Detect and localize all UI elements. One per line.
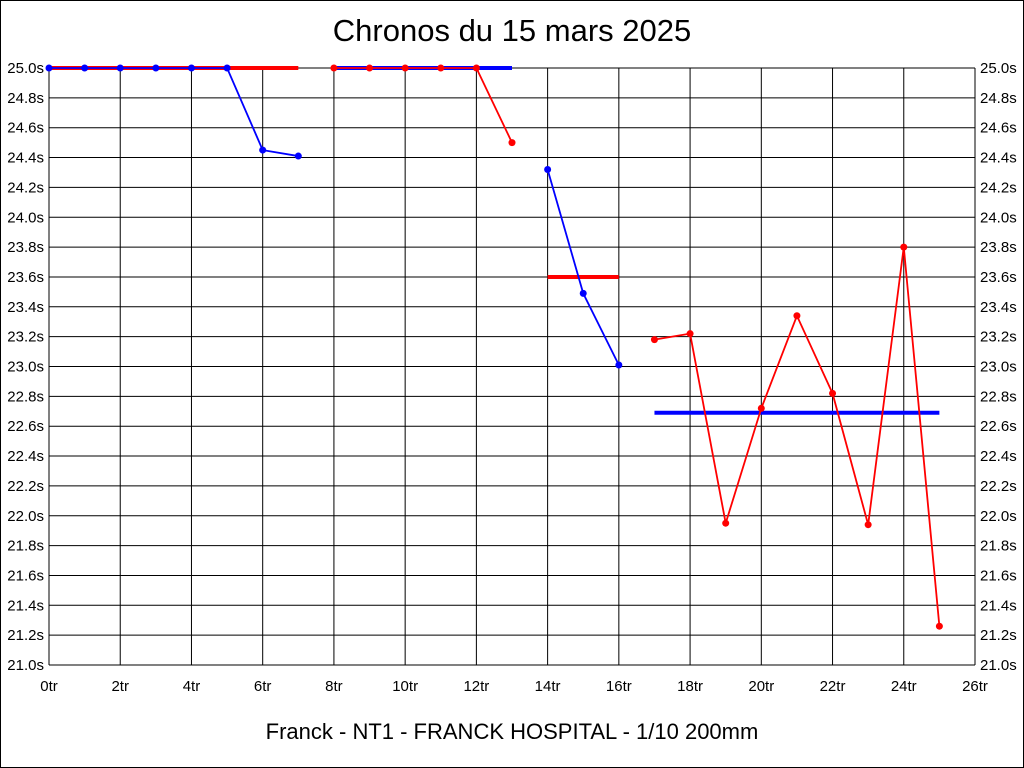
x-tick-label: 26tr [962, 678, 988, 695]
x-tick-label: 0tr [40, 678, 58, 695]
x-tick-label: 6tr [254, 678, 272, 695]
y-tick-label-left: 22.6s [7, 418, 44, 435]
y-tick-label-left: 21.0s [7, 657, 44, 674]
y-tick-label-left: 21.2s [7, 627, 44, 644]
run-2-lap-point [401, 64, 409, 72]
y-tick-label-right: 22.8s [980, 388, 1017, 405]
run-2-lap-point [437, 64, 445, 72]
run-2-lap-line [333, 67, 513, 144]
y-tick-label-left: 24.0s [7, 209, 44, 226]
x-tick-label: 12tr [463, 678, 489, 695]
y-tick-label-left: 23.6s [7, 269, 44, 286]
y-tick-label-left: 23.2s [7, 329, 44, 346]
y-tick-label-left: 24.8s [7, 90, 44, 107]
y-tick-label-left: 21.8s [7, 538, 44, 555]
y-tick-label-right: 22.2s [980, 478, 1017, 495]
y-tick-label-left: 24.6s [7, 120, 44, 137]
y-tick-label-right: 23.8s [980, 239, 1017, 256]
y-tick-label-right: 24.0s [980, 209, 1017, 226]
y-tick-label-right: 24.2s [980, 179, 1017, 196]
x-tick-label: 8tr [325, 678, 343, 695]
run-4-lap-point [829, 389, 837, 397]
x-tick-label: 14tr [535, 678, 561, 695]
run-1-lap-line [49, 67, 299, 157]
x-tick-label: 2tr [111, 678, 129, 695]
x-tick-label: 10tr [392, 678, 418, 695]
y-tick-label-left: 22.4s [7, 448, 44, 465]
run-4-lap-point [757, 404, 765, 412]
y-tick-label-right: 22.0s [980, 508, 1017, 525]
y-tick-label-right: 23.0s [980, 359, 1017, 376]
run-2-lap-point [472, 64, 480, 72]
run-1-lap-point [294, 152, 302, 160]
y-tick-label-left: 22.0s [7, 508, 44, 525]
y-tick-label-right: 21.6s [980, 567, 1017, 584]
run-4-lap-point [650, 336, 658, 344]
run-4-lap-line [654, 246, 941, 627]
run-4-lap-point [686, 330, 694, 338]
y-tick-label-right: 24.4s [980, 150, 1017, 167]
y-tick-label-left: 21.4s [7, 597, 44, 614]
run-3-lap-point [615, 361, 623, 369]
y-tick-label-right: 23.6s [980, 269, 1017, 286]
y-tick-label-left: 24.4s [7, 150, 44, 167]
y-tick-label-right: 21.8s [980, 538, 1017, 555]
x-tick-label: 4tr [183, 678, 201, 695]
y-tick-label-left: 22.8s [7, 388, 44, 405]
run-4-lap-point [900, 243, 908, 251]
y-tick-label-right: 24.8s [980, 90, 1017, 107]
run-1-lap-point [223, 64, 231, 72]
x-tick-label: 24tr [891, 678, 917, 695]
y-tick-label-right: 23.2s [980, 329, 1017, 346]
run-4-lap-point [935, 622, 943, 630]
y-tick-label-right: 21.2s [980, 627, 1017, 644]
y-tick-label-left: 21.6s [7, 567, 44, 584]
run-2-lap-point [508, 139, 516, 147]
y-tick-label-right: 21.4s [980, 597, 1017, 614]
run-4-lap-point [722, 519, 730, 527]
x-tick-label: 22tr [820, 678, 846, 695]
y-tick-label-right: 22.4s [980, 448, 1017, 465]
run-3-lap-point [579, 289, 587, 297]
y-tick-label-right: 21.0s [980, 657, 1017, 674]
x-tick-label: 20tr [748, 678, 774, 695]
y-tick-label-right: 25.0s [980, 60, 1017, 77]
y-tick-label-left: 23.4s [7, 299, 44, 316]
y-tick-label-left: 25.0s [7, 60, 44, 77]
x-tick-label: 18tr [677, 678, 703, 695]
run-1-lap-point [152, 64, 160, 72]
chart-caption: Franck - NT1 - FRANCK HOSPITAL - 1/10 20… [265, 719, 759, 744]
run-1-lap-point [81, 64, 89, 72]
run-1-lap-point [116, 64, 124, 72]
run-4-lap-point [793, 312, 801, 320]
y-tick-label-left: 22.2s [7, 478, 44, 495]
y-tick-label-right: 22.6s [980, 418, 1017, 435]
y-tick-label-right: 24.6s [980, 120, 1017, 137]
run-1-lap-point [45, 64, 53, 72]
run-3-lap-line [546, 169, 620, 366]
run-4-lap-point [864, 521, 872, 529]
run-3-lap-point [544, 165, 552, 173]
chart-title: Chronos du 15 mars 2025 [332, 13, 692, 48]
y-tick-label-left: 24.2s [7, 179, 44, 196]
run-1-lap-point [259, 146, 267, 154]
y-tick-label-left: 23.8s [7, 239, 44, 256]
y-tick-label-right: 23.4s [980, 299, 1017, 316]
run-1-lap-point [187, 64, 195, 72]
y-tick-label-left: 23.0s [7, 359, 44, 376]
run-2-lap-point [366, 64, 374, 72]
run-2-lap-point [330, 64, 338, 72]
x-tick-label: 16tr [606, 678, 632, 695]
